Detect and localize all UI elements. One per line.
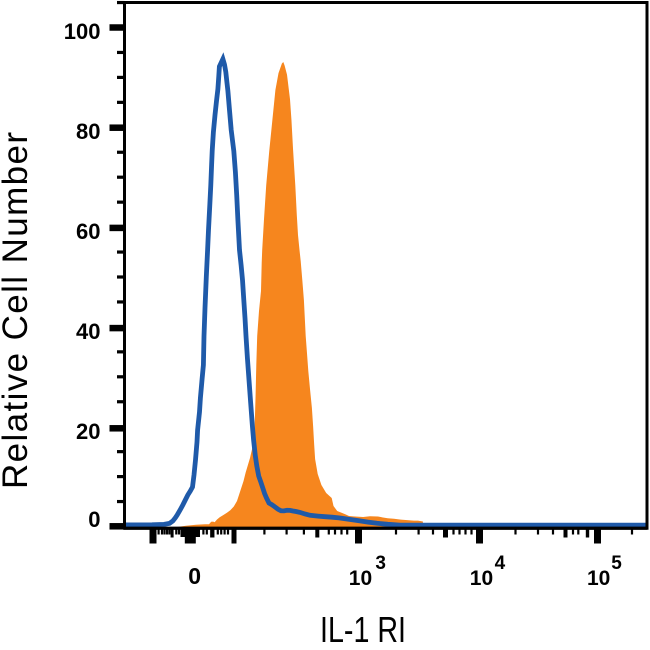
svg-text:80: 80 xyxy=(76,119,100,144)
svg-text:0: 0 xyxy=(188,563,201,589)
svg-text:0: 0 xyxy=(88,507,100,532)
svg-text:10: 10 xyxy=(349,567,372,590)
svg-text:5: 5 xyxy=(611,553,622,574)
svg-text:20: 20 xyxy=(76,419,100,444)
svg-text:60: 60 xyxy=(76,219,100,244)
svg-text:Relative Cell Number: Relative Cell Number xyxy=(0,132,35,489)
svg-text:10: 10 xyxy=(587,567,610,590)
svg-text:IL-1 RI: IL-1 RI xyxy=(320,609,406,650)
svg-text:3: 3 xyxy=(375,553,386,574)
svg-text:4: 4 xyxy=(495,553,506,574)
svg-text:40: 40 xyxy=(76,319,100,344)
svg-text:100: 100 xyxy=(64,19,101,44)
svg-text:10: 10 xyxy=(470,567,493,590)
